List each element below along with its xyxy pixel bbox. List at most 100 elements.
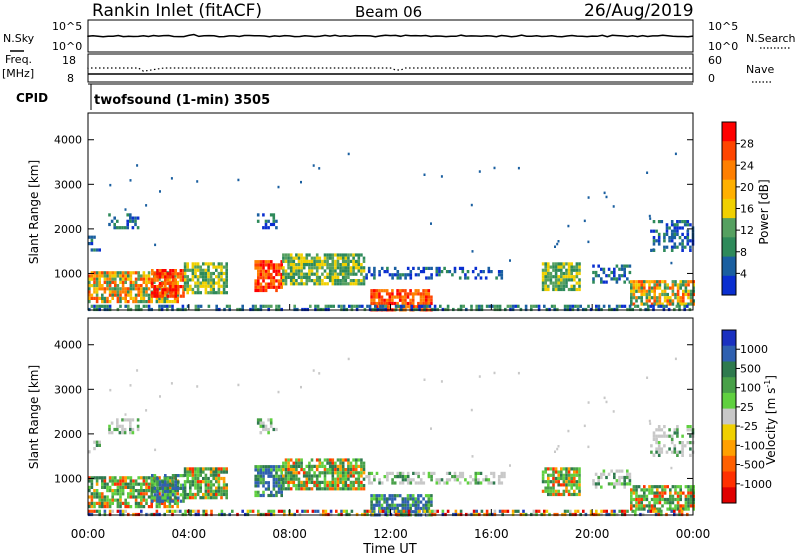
echo-cell [328,256,332,260]
echo-cell [578,284,581,288]
echo-cell [215,473,218,477]
echo-cell [267,484,270,488]
echo-cell [657,434,661,438]
echo-cell [194,480,197,484]
echo-cell [127,290,130,294]
echo-cell [315,282,319,286]
echo-cell [264,219,268,223]
echo-cell [192,509,195,513]
echo-cell [492,475,496,479]
echo-cell [676,292,680,297]
echo-cell [129,431,132,435]
echo-cell [101,476,104,480]
echo-cell [212,470,215,474]
echo-cell [280,474,283,478]
echo-cell [289,279,293,283]
echo-cell [269,418,273,422]
echo-cell [549,281,553,285]
echo-cell [378,273,381,277]
echo-cell [678,226,682,230]
echo-cell [110,431,114,435]
nsky-label: N.Sky [3,32,35,45]
echo-cell [360,474,363,478]
echo-cell [402,509,406,513]
nave-series-line [87,67,693,72]
echo-cell [191,265,195,269]
echo-cell [554,467,558,471]
echo-cell [267,427,270,432]
echo-cell [660,450,664,454]
echo-cell [549,489,553,493]
echo-cell [156,294,159,298]
echo-cell [98,492,101,496]
echo-cell [119,501,122,505]
echo-cell [623,274,626,278]
echo-cell [427,276,431,280]
echo-cell [315,272,319,276]
echo-cell [676,501,680,505]
echo-cell [378,292,381,296]
echo-cell [93,489,96,493]
echo-cell [302,487,306,491]
echo-cell [560,492,563,497]
echo-cell [90,235,94,239]
echo-cell [417,481,420,485]
echo-cell [284,253,288,257]
x-tick-label: 00:00 [71,527,106,541]
echo-cell [681,242,684,246]
echo-cell [103,479,107,483]
echo-cell [297,266,301,270]
colorbar-tick-label: -500 [740,459,765,472]
echo-cell [186,265,189,269]
echo-cell [578,262,581,266]
echo-cell [339,477,342,481]
echo-cell [280,260,283,264]
echo-cell [656,491,659,495]
echo-cell [166,486,170,490]
echo-cell [426,304,429,308]
echo-cell [212,271,215,276]
echo-cell [88,287,91,291]
echo-cell [251,509,255,513]
echo-cell [565,473,568,477]
echo-cell [222,476,226,481]
echo-cell [541,275,545,279]
echo-cell [119,300,122,304]
echo-cell [155,501,159,505]
echo-cell [129,479,133,483]
echo-cell [302,484,306,488]
echo-cell [689,239,692,243]
echo-cell [270,260,273,264]
echo-cell [209,486,213,490]
echo-cell [628,264,632,268]
echo-cell [380,289,384,293]
echo-cell [254,288,257,293]
echo-cell [336,474,340,478]
echo-cell [134,216,137,220]
echo-cell [409,270,413,274]
echo-cell [474,475,478,479]
echo-cell [90,296,94,300]
echo-cell [137,290,140,294]
echo-cell [106,304,109,308]
echo-cell [323,282,327,286]
echo-cell [692,507,695,511]
echo-cell [670,437,674,441]
echo-cell [98,505,101,509]
echo-cell [196,480,200,484]
echo-cell [420,304,424,308]
echo-cell [397,304,400,308]
echo-cell [262,474,265,478]
echo-cell [284,269,288,273]
echo-cell [137,304,140,308]
echo-cell [422,295,425,299]
isolated-echo [124,208,127,211]
echo-cell [129,476,133,480]
echo-cell [199,268,202,272]
echo-cell [628,472,632,476]
echo-cell [166,278,170,282]
echo-cell [655,450,658,454]
echo-cell [557,489,560,493]
echo-cell [562,287,566,292]
echo-cell [492,471,496,475]
